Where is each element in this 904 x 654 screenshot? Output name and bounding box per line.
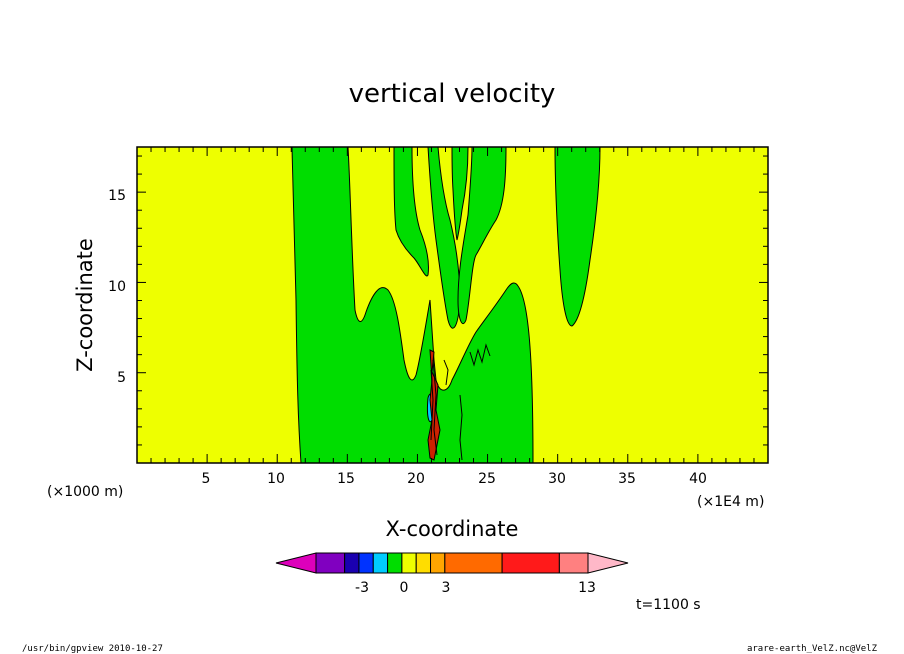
x-tick-label: 5 — [202, 471, 211, 487]
y-axis-label: Z-coordinate — [73, 238, 97, 372]
colorbar-min-arrow — [275, 552, 317, 574]
colorbar-label: -3 — [355, 580, 369, 596]
colorbar-swatch — [387, 552, 403, 574]
colorbar-label: 3 — [442, 580, 451, 596]
colorbar-swatch — [444, 552, 503, 574]
green-region-right-finger — [457, 146, 507, 325]
colorbar-swatch — [315, 552, 346, 574]
green-region-center-finger — [427, 146, 461, 329]
colorbar-swatch — [372, 552, 389, 574]
footer-right: arare-earth_VelZ.nc@VelZ — [747, 644, 878, 654]
y-tick-marks — [137, 155, 768, 446]
colorbar-swatch — [344, 552, 360, 574]
x-unit-right: (×1E4 m) — [697, 494, 764, 510]
colorbar-swatch — [430, 552, 446, 574]
x-tick-label: 15 — [337, 471, 355, 487]
colorbar-max-arrow — [587, 552, 629, 574]
chart-title: vertical velocity — [349, 79, 556, 109]
colorbar-swatch — [415, 552, 432, 574]
y-tick-label: 10 — [108, 279, 126, 295]
x-tick-marks — [150, 147, 755, 463]
x-tick-label: 35 — [618, 471, 636, 487]
colorbar-label: 0 — [400, 580, 409, 596]
colorbar-swatch — [501, 552, 560, 574]
colorbar-swatch — [401, 552, 417, 574]
time-label: t=1100 s — [636, 597, 701, 613]
x-tick-labels: 5 10 15 20 25 30 35 40 — [202, 471, 707, 487]
colorbar-swatch — [558, 552, 589, 574]
plot-frame — [136, 146, 769, 464]
colorbar-label: 13 — [578, 580, 596, 596]
y-tick-label: 15 — [108, 188, 126, 204]
x-axis-label: X-coordinate — [386, 517, 519, 541]
x-unit-left: (×1000 m) — [47, 484, 123, 500]
x-tick-label: 30 — [548, 471, 566, 487]
plot-area — [136, 146, 769, 464]
green-region-main — [291, 146, 534, 464]
strong-updraft-contours — [427, 343, 491, 461]
x-tick-label: 25 — [478, 471, 496, 487]
footer-left: /usr/bin/gpview 2010-10-27 — [22, 644, 163, 654]
y-tick-label: 5 — [117, 370, 126, 386]
x-tick-label: 20 — [407, 471, 425, 487]
colorbar — [275, 552, 629, 574]
x-tick-label: 10 — [267, 471, 285, 487]
green-region-narrow-top — [451, 146, 469, 241]
green-region-east-plume — [554, 146, 601, 327]
x-tick-label: 40 — [689, 471, 707, 487]
colorbar-labels: -3 0 3 13 — [355, 580, 596, 596]
colorbar-swatch — [358, 552, 374, 574]
y-tick-labels: 5 10 15 — [108, 188, 126, 386]
green-region-left-finger — [393, 146, 429, 277]
